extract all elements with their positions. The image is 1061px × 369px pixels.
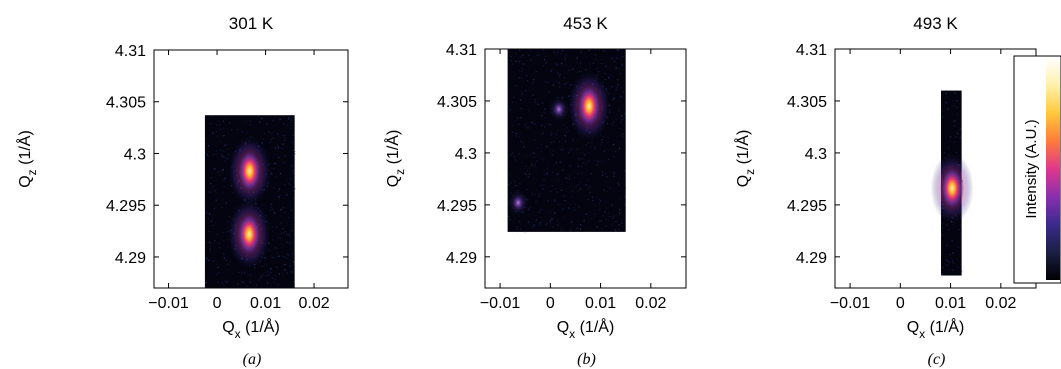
y-axis-label: Qz (1/Å)	[15, 130, 39, 188]
y-tick-label: 4.29	[796, 250, 827, 267]
x-tick-label: −0.01	[480, 295, 521, 312]
panel-1: −0.01 0 0.01 0.02 4.29 4.295 4.3 4.305 4.31 301 K…	[15, 14, 349, 368]
peak-1	[577, 84, 602, 129]
x-tick-label: 0.02	[635, 295, 666, 312]
peak-2	[552, 101, 565, 118]
y-tick-label: 4.31	[446, 42, 477, 59]
x-tick-label: 0.01	[585, 295, 616, 312]
x-tick-label: 0.01	[250, 295, 281, 312]
x-tick-label: 0.01	[935, 295, 966, 312]
peak-1	[237, 149, 262, 194]
peak-3	[512, 194, 525, 211]
panel-title: 493 K	[913, 14, 958, 33]
heatmap	[930, 90, 974, 276]
panel-2: −0.01 0 0.01 0.02 4.29 4.295 4.3 4.305 4.31 453 K…	[383, 14, 687, 368]
peak-1	[940, 166, 965, 211]
y-tick-label: 4.305	[787, 94, 827, 111]
x-tick-label: −0.01	[148, 295, 189, 312]
y-axis-label: Qz (1/Å)	[383, 130, 407, 188]
x-tick-label: 0.02	[298, 295, 329, 312]
panel-title: 453 K	[563, 14, 608, 33]
y-tick-label: 4.295	[787, 198, 827, 215]
y-tick-label: 4.3	[805, 146, 827, 163]
x-axis-label: Qx (1/Å)	[907, 317, 965, 341]
y-tick-label: 4.295	[437, 198, 477, 215]
x-tick-label: 0.02	[985, 295, 1016, 312]
y-tick-label: 4.3	[455, 146, 477, 163]
y-tick-label: 4.31	[796, 42, 827, 59]
x-tick-label: 0	[896, 295, 905, 312]
panel-caption: (a)	[243, 351, 262, 368]
x-tick-label: −0.01	[830, 295, 871, 312]
y-tick-label: 4.305	[106, 95, 146, 112]
colorbar: Intensity (A.U.)	[1013, 55, 1061, 284]
panel-caption: (b)	[577, 351, 596, 368]
x-tick-label: 0	[213, 295, 222, 312]
panel-3: −0.01 0 0.01 0.02 4.29 4.295 4.3 4.305 4.31 493 K…	[733, 14, 1061, 368]
colorbar-label: Intensity (A.U.)	[1023, 119, 1040, 218]
y-tick-label: 4.31	[115, 43, 146, 60]
colorbar-gradient	[1046, 58, 1060, 280]
heatmap	[204, 115, 296, 288]
heatmap	[507, 49, 627, 233]
y-tick-label: 4.295	[106, 198, 146, 215]
y-axis-label: Qz (1/Å)	[733, 130, 757, 188]
panel-title: 301 K	[229, 14, 274, 33]
y-tick-label: 4.29	[115, 250, 146, 267]
panel-caption: (c)	[928, 351, 946, 368]
peak-2	[237, 212, 262, 257]
x-axis-label: Qx (1/Å)	[557, 317, 615, 341]
y-tick-label: 4.3	[124, 146, 146, 163]
y-tick-label: 4.305	[437, 94, 477, 111]
x-tick-label: 0	[546, 295, 555, 312]
y-tick-label: 4.29	[446, 250, 477, 267]
x-axis-label: Qx (1/Å)	[222, 317, 280, 341]
